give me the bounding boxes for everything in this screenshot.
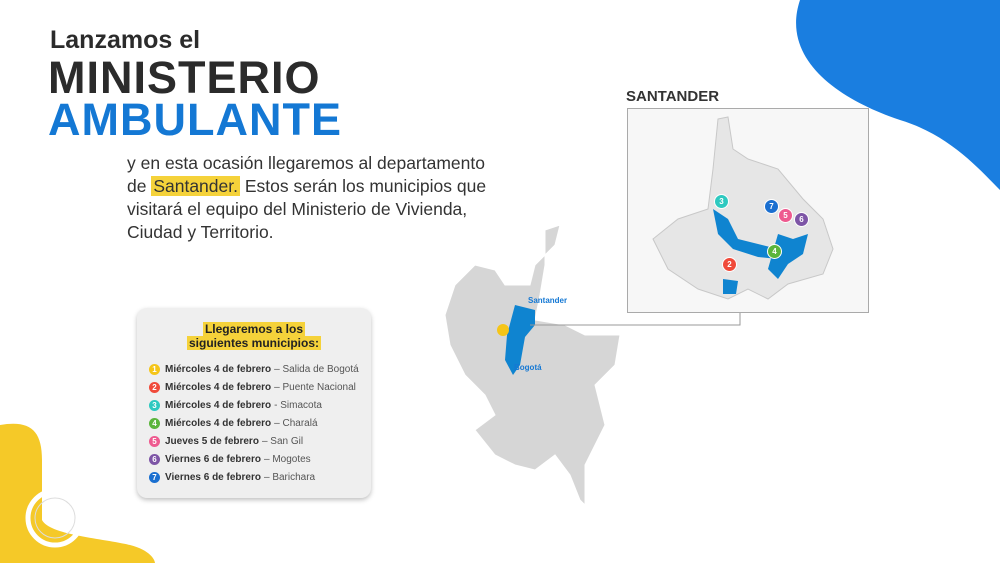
- number-badge-icon: 7: [149, 471, 160, 483]
- number-badge-icon: 6: [149, 453, 160, 465]
- label-bogota: Bogotá: [514, 363, 542, 372]
- santander-title: SANTANDER: [626, 88, 720, 105]
- headline-intro: Lanzamos el: [50, 26, 201, 54]
- santander-map: [652, 116, 834, 300]
- santander-highlight: Santander.: [151, 176, 240, 196]
- number-badge-icon: 3: [149, 399, 160, 411]
- headline-ministerio: MINISTERIO: [48, 52, 321, 103]
- list-item: 6 Viernes 6 de febrero – Mogotes: [149, 450, 371, 468]
- headline-ambulante: AMBULANTE: [48, 94, 342, 145]
- map-pin-3: 3: [714, 194, 729, 209]
- map-pin-7: 7: [764, 199, 779, 214]
- number-badge-icon: 5: [149, 435, 160, 447]
- label-santander: Santander: [528, 296, 568, 305]
- intro-text: y en esta ocasión llegaremos al departam…: [127, 153, 487, 242]
- map-pin-5: 5: [778, 208, 793, 223]
- yellow-corner-shape: [0, 423, 155, 563]
- list-item: 4 Miércoles 4 de febrero – Charalá: [149, 414, 371, 432]
- santander-map-frame: [627, 108, 869, 313]
- list-item: 1 Miércoles 4 de febrero – Salida de Bogot…: [149, 360, 371, 378]
- blue-corner-shape: [796, 0, 1000, 190]
- municipalities-card: Llegaremos a los siguientes municipios: 1…: [137, 308, 371, 498]
- map-pin-6: 6: [794, 212, 809, 227]
- number-badge-icon: 4: [149, 417, 160, 429]
- map-pin-4: 4: [767, 244, 782, 259]
- colombia-map: [444, 225, 621, 507]
- number-badge-icon: 2: [149, 381, 160, 393]
- list-item: 2 Miércoles 4 de febrero – Puente Nacional: [149, 378, 371, 396]
- list-item: 3 Miércoles 4 de febrero - Simacota: [149, 396, 371, 414]
- list-item: 5 Jueves 5 de febrero – San Gil: [149, 432, 371, 450]
- map-pin-2: 2: [722, 257, 737, 272]
- list-item: 7 Viernes 6 de febrero – Barichara: [149, 468, 371, 486]
- pin-1: [497, 324, 509, 336]
- santander-region: [505, 305, 535, 375]
- card-title: Llegaremos a los siguientes municipios:: [186, 322, 322, 350]
- number-badge-icon: 1: [149, 363, 160, 375]
